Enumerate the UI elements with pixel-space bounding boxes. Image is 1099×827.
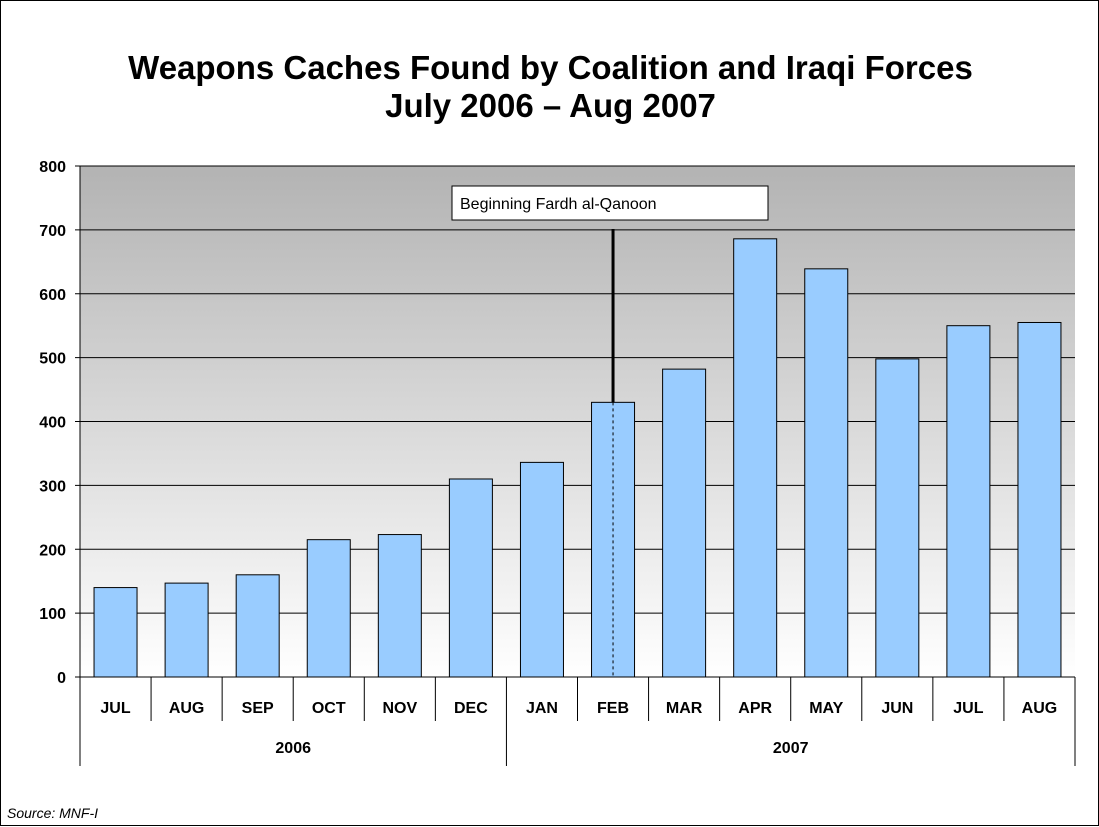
y-tick-label: 800 (39, 159, 66, 176)
y-tick-label: 500 (39, 351, 66, 368)
annotation-box (451, 185, 769, 221)
y-tick-label: 600 (39, 287, 66, 304)
bar (164, 582, 209, 678)
x-tick-label: FEB (597, 700, 629, 717)
y-tick-label: 200 (39, 542, 66, 559)
x-tick-label: AUG (1022, 700, 1058, 717)
y-tick-label: 400 (39, 415, 66, 432)
bar (1017, 321, 1062, 678)
bar (875, 358, 920, 678)
x-group-label: 2007 (773, 740, 809, 757)
chart-title-line2: July 2006 – Aug 2007 (385, 87, 716, 124)
x-tick-label: JUL (100, 700, 130, 717)
x-tick-label: SEP (242, 700, 274, 717)
x-tick-label: JAN (526, 700, 558, 717)
x-tick-label: JUN (881, 700, 913, 717)
x-group-label: 2006 (275, 740, 311, 757)
source-note: Source: MNF-I (7, 805, 99, 821)
x-tick-label: MAY (809, 700, 843, 717)
bar (93, 587, 138, 678)
x-tick-label: MAR (666, 700, 703, 717)
bar (306, 539, 351, 678)
annotation-label: Beginning Fardh al-Qanoon (460, 196, 657, 213)
bar (662, 368, 707, 678)
bar (591, 401, 636, 678)
bar (804, 268, 849, 678)
x-tick-label: APR (738, 700, 772, 717)
x-tick-label: OCT (312, 700, 346, 717)
x-tick-label: NOV (382, 700, 417, 717)
bar (448, 478, 493, 678)
y-tick-label: 300 (39, 478, 66, 495)
x-tick-label: DEC (454, 700, 488, 717)
y-tick-label: 100 (39, 606, 66, 623)
chart-title-line1: Weapons Caches Found by Coalition and Ir… (128, 49, 973, 86)
y-tick-label: 700 (39, 223, 66, 240)
y-tick-label: 0 (57, 670, 66, 687)
x-tick-label: JUL (953, 700, 983, 717)
bar (235, 574, 280, 678)
bar (946, 325, 991, 678)
bar (377, 534, 422, 678)
bar (519, 461, 564, 678)
bar (733, 238, 778, 678)
x-tick-label: AUG (169, 700, 205, 717)
